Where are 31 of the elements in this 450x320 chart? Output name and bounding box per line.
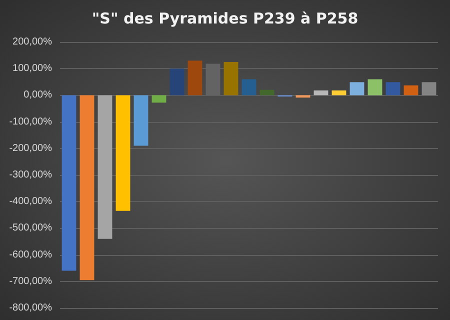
y-tick-label: -800,00% [9, 302, 52, 314]
y-tick-label: -600,00% [9, 249, 52, 260]
bar [242, 79, 256, 96]
bar [404, 85, 418, 96]
y-tick-label: 0,00% [24, 90, 52, 101]
bar [332, 90, 346, 96]
y-tick-label: -400,00% [9, 196, 52, 208]
y-tick-label: -500,00% [9, 222, 52, 234]
bar [368, 79, 382, 96]
bar [80, 95, 94, 280]
bar [314, 90, 328, 96]
y-tick-label: -100,00% [9, 116, 52, 128]
bar [134, 95, 148, 146]
bar [188, 60, 202, 96]
bar [224, 62, 238, 96]
bar [170, 68, 184, 96]
y-tick-label: -700,00% [9, 276, 52, 287]
bar [386, 82, 400, 96]
bar [98, 95, 112, 239]
chart-title: "S" des Pyramides P239 à P258 [92, 10, 358, 28]
bar [350, 82, 364, 96]
y-tick-label: 200,00% [12, 36, 52, 48]
bar [116, 95, 130, 211]
y-tick-label: -200,00% [9, 142, 52, 154]
bar [62, 95, 76, 271]
bar [260, 90, 274, 96]
bar [422, 82, 436, 96]
y-tick-label: -300,00% [9, 170, 52, 180]
bar [152, 95, 166, 103]
bar [296, 95, 310, 98]
y-tick-label: 100,00% [12, 63, 52, 74]
